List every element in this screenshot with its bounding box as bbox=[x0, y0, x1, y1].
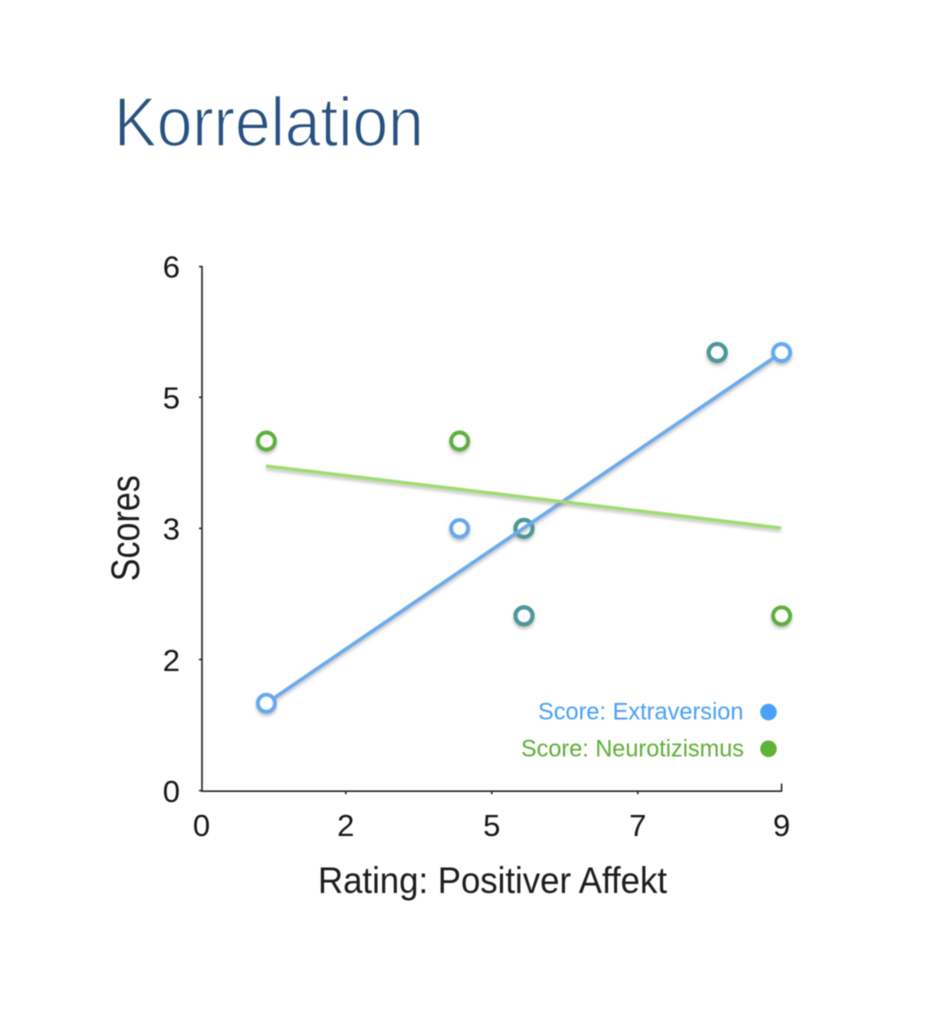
svg-text:Rating: Positiver Affekt: Rating: Positiver Affekt bbox=[318, 860, 668, 901]
svg-text:9: 9 bbox=[773, 808, 790, 843]
svg-text:2: 2 bbox=[163, 643, 180, 678]
svg-text:7: 7 bbox=[629, 808, 646, 843]
svg-text:Scores: Scores bbox=[104, 475, 148, 581]
svg-text:0: 0 bbox=[193, 808, 210, 843]
svg-text:Korrelation: Korrelation bbox=[114, 83, 424, 161]
svg-text:2: 2 bbox=[337, 808, 354, 843]
svg-text:3: 3 bbox=[163, 512, 180, 547]
svg-text:5: 5 bbox=[163, 381, 180, 416]
svg-text:0: 0 bbox=[163, 774, 180, 809]
svg-text:Score: Neurotizismus: Score: Neurotizismus bbox=[521, 735, 744, 762]
svg-text:Score: Extraversion: Score: Extraversion bbox=[538, 699, 744, 726]
svg-text:5: 5 bbox=[483, 808, 500, 843]
svg-text:6: 6 bbox=[163, 250, 180, 285]
